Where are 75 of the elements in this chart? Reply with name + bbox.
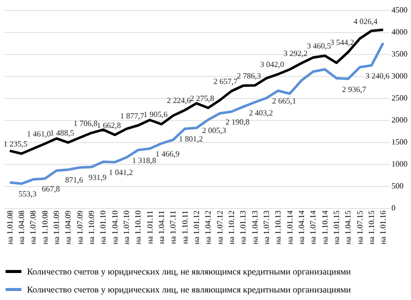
data-label: 2 936,7 [342,84,366,94]
x-tick-label: на 1.07.13 [262,210,271,244]
x-tick-label: на 1.01.14 [285,210,294,244]
x-tick-label: на 1.01.08 [5,210,14,244]
x-tick-label: на 1.10.13 [274,210,283,244]
x-tick-label: на 1.07.14 [308,210,318,244]
x-tick-label: на 1.10.11 [180,210,190,244]
data-label: 2 275,8 [190,94,214,103]
x-tick-label: на 1.07.08 [28,210,38,244]
data-label: 2 005,3 [202,126,226,135]
data-label: 1 801,2 [178,134,203,144]
x-tick-label: на 1.01.12 [192,210,201,244]
data-label: 2 665,1 [272,96,296,106]
x-tick-label: на 1.07.10 [122,210,131,244]
x-tick-label: на 1.01.10 [98,210,108,244]
x-tick-label: на 1.04.12 [204,210,213,244]
x-tick-label: на 1.10.12 [227,210,236,244]
data-label: 3 460,5 [306,42,331,51]
x-tick-label: на 1.04.10 [110,210,120,244]
x-tick-label: на 1.10.10 [134,210,143,244]
data-label: 3 240,6 [366,71,390,80]
data-label: 2 190,8 [226,118,250,127]
x-tick-label: на 1.10.09 [87,210,96,244]
y-tick-label: 2000 [392,116,408,124]
data-label: 1 041,2 [108,168,133,178]
y-tick-label: 0 [392,204,396,212]
data-label: 1 235,5 [4,140,28,149]
x-tick-label: на 1.04.14 [297,210,306,244]
x-tick-label: на 1.04.13 [250,210,260,244]
x-tick-label: на 1.10.14 [320,210,330,244]
data-label: 4 026,4 [354,16,378,26]
y-tick-label: 1000 [392,160,408,168]
data-label: 3 042,0 [260,60,284,70]
y-tick-label: 3500 [392,50,408,58]
x-tick-label: на 1.01.16 [378,210,388,244]
data-label: 2 657,7 [214,77,238,86]
data-label: 2 224,6 [166,96,191,106]
y-tick-label: 3000 [392,72,408,80]
data-label: 1 662,8 [96,120,121,130]
x-tick-label: на 1.10.15 [367,210,376,244]
x-tick-label: на 1.04.11 [157,210,166,244]
data-label: 2 786,3 [236,71,261,80]
x-tick-label: на 1.01.15 [332,210,341,244]
x-tick-label: на 1.01.11 [145,210,154,244]
x-tick-label: на 1.04.15 [344,210,353,244]
x-tick-label: на 1.07.11 [168,210,178,244]
y-tick-label: 4500 [392,6,408,14]
data-label: 553,3 [18,190,36,199]
y-tick-label: 4000 [392,28,408,36]
data-label: 1 877,7 [120,111,144,120]
data-label: 1 318,8 [132,156,156,165]
data-label: 931,9 [88,172,106,182]
y-tick-label: 1500 [392,138,408,146]
data-label: 667,8 [42,184,60,194]
data-label: 1 706,8 [74,118,98,128]
x-tick-label: на 1.07.09 [75,210,84,244]
data-label: 1 466,9 [156,149,180,158]
data-label: 1 905,6 [144,110,168,120]
legend-label: Количество счетов у юридических лиц, не являющимся кредитными организациями [27,266,352,276]
data-label: 1 461,0 [26,130,51,139]
x-tick-label: на 1.01.09 [52,210,61,244]
y-tick-label: 2500 [392,94,408,102]
x-tick-label: на 1.10.08 [40,210,50,244]
x-tick-label: на 1.04.09 [64,210,73,244]
data-label: 3 292,2 [284,49,308,58]
x-tick-label: на 1.07.15 [355,210,364,244]
data-label: 871,6 [65,176,84,185]
x-tick-label: на 1.01.13 [238,210,248,244]
y-tick-label: 500 [392,182,404,190]
data-label: 1 488,5 [50,128,74,138]
data-label: 2 403,2 [248,108,273,118]
legend-label: Количество счетов у юридических лиц, не являющимся кредитными организациями [27,284,352,294]
data-label: 3 544,2 [330,38,354,48]
x-tick-label: на 1.04.08 [17,210,26,244]
x-tick-label: на 1.07.12 [215,210,224,244]
